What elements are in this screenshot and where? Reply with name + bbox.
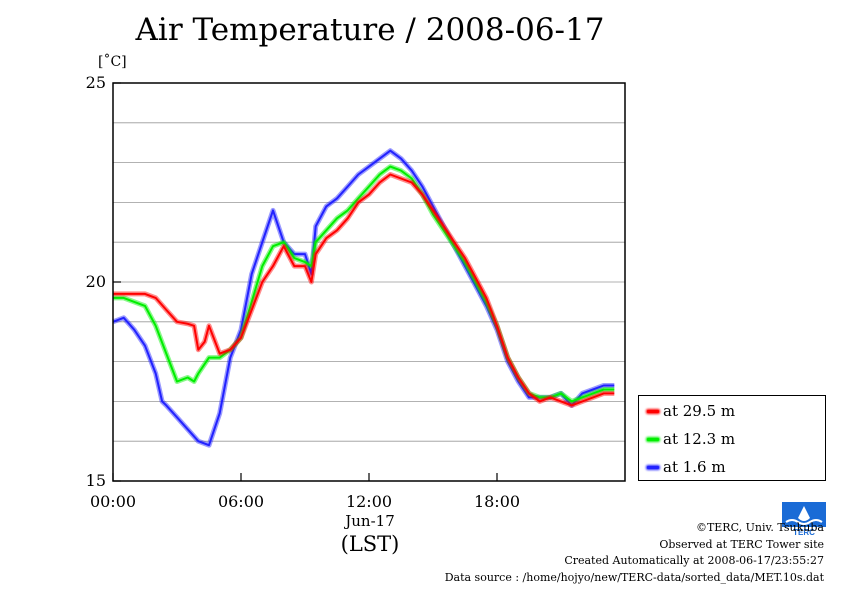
legend-item: at 29.5 m xyxy=(647,401,735,421)
x-axis-date-label: Jun-17 xyxy=(345,512,395,530)
series-line xyxy=(113,173,615,407)
legend-label: at 29.5 m xyxy=(663,402,736,420)
x-tick-label: 18:00 xyxy=(473,492,521,511)
x-tick-label: 12:00 xyxy=(345,492,393,511)
x-tick-label: 00:00 xyxy=(89,492,137,511)
series-halo xyxy=(113,164,615,404)
series-lines xyxy=(112,148,615,448)
legend-swatch xyxy=(647,465,659,469)
x-axis-label: (LST) xyxy=(340,532,400,556)
series-line xyxy=(113,165,615,403)
terc-logo-icon: TERC xyxy=(782,502,826,536)
y-axis-unit-label: [˚C] xyxy=(98,54,127,70)
legend: at 29.5 m at 12.3 m at 1.6 m xyxy=(638,395,826,481)
axis-ticks xyxy=(112,82,498,482)
credits-block: ©TERC, Univ. Tsukuba Observed at TERC To… xyxy=(445,520,824,586)
observed-at-text: Observed at TERC Tower site xyxy=(659,537,824,551)
chart-title: Air Temperature / 2008-06-17 xyxy=(135,12,605,48)
legend-swatch xyxy=(647,409,659,413)
legend-item: at 12.3 m xyxy=(647,429,735,449)
data-source-text: Data source : /home/hojyo/new/TERC-data/… xyxy=(444,570,824,584)
legend-item: at 1.6 m xyxy=(647,457,726,477)
y-tick-label: 15 xyxy=(85,471,106,490)
legend-label: at 1.6 m xyxy=(663,458,726,476)
y-tick-label: 20 xyxy=(85,272,106,291)
series-halo xyxy=(113,172,615,408)
legend-label: at 12.3 m xyxy=(663,430,736,448)
gridlines xyxy=(113,122,625,442)
y-tick-label: 25 xyxy=(85,73,106,92)
logo-text: TERC xyxy=(793,528,815,536)
x-tick-label: 06:00 xyxy=(217,492,265,511)
legend-swatch xyxy=(647,437,659,441)
copyright-text: ©TERC, Univ. Tsukuba xyxy=(695,521,824,534)
created-at-text: Created Automatically at 2008-06-17/23:5… xyxy=(564,554,824,567)
series-line xyxy=(112,149,615,447)
